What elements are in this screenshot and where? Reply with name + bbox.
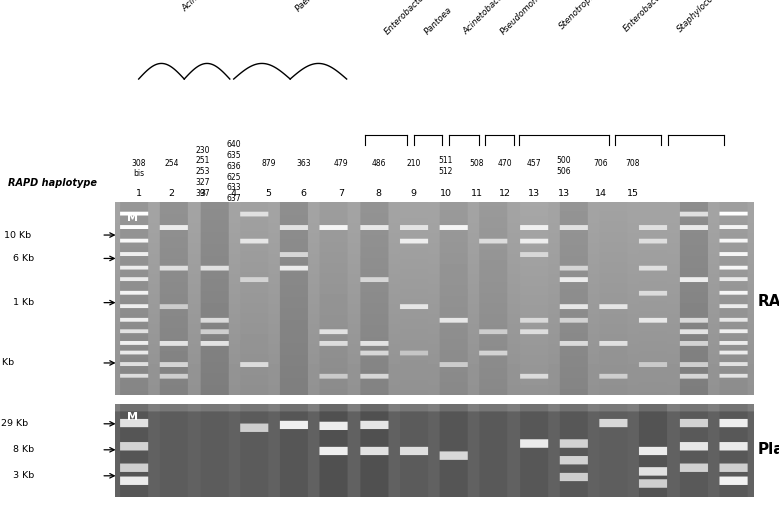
Text: 2: 2 — [168, 189, 174, 199]
Text: 10 Kb: 10 Kb — [4, 230, 31, 240]
Text: Acinetobacter: Acinetobacter — [462, 0, 510, 36]
Text: 10: 10 — [439, 189, 452, 199]
Text: Staphylococcus: Staphylococcus — [676, 0, 730, 34]
Text: 500
506: 500 506 — [557, 156, 571, 176]
Text: 15: 15 — [626, 189, 639, 199]
Text: 363: 363 — [297, 159, 311, 167]
Text: Enterobacter: Enterobacter — [622, 0, 668, 34]
Text: Acinetobacter: Acinetobacter — [181, 0, 229, 13]
Text: 7: 7 — [338, 189, 344, 199]
Text: 0.25 Kb: 0.25 Kb — [0, 358, 14, 368]
Text: 13: 13 — [527, 189, 540, 199]
Text: 308
bis: 308 bis — [132, 159, 146, 178]
Text: 11: 11 — [471, 189, 483, 199]
Text: 706: 706 — [594, 159, 608, 167]
Text: M: M — [127, 412, 138, 422]
Text: M: M — [127, 213, 138, 224]
Text: 5: 5 — [266, 189, 272, 199]
Text: 3 Kb: 3 Kb — [13, 471, 34, 480]
Text: Paenibacillus: Paenibacillus — [294, 0, 340, 13]
Text: Plasmids: Plasmids — [757, 443, 779, 457]
Text: 486: 486 — [372, 159, 386, 167]
Text: Pantoea: Pantoea — [423, 5, 454, 36]
Text: 254: 254 — [164, 159, 178, 167]
Text: RAPD haplotype: RAPD haplotype — [8, 178, 97, 188]
Text: 6: 6 — [301, 189, 307, 199]
Text: 508: 508 — [470, 159, 484, 167]
Text: 640
635
636
625
633
637: 640 635 636 625 633 637 — [227, 140, 241, 203]
Text: 3: 3 — [199, 189, 206, 199]
Text: 708: 708 — [626, 159, 640, 167]
Text: 511
512: 511 512 — [439, 156, 453, 176]
Text: Stenotrophomonas: Stenotrophomonas — [558, 0, 622, 31]
Text: Enterobacter: Enterobacter — [383, 0, 429, 36]
Text: 8 Kb: 8 Kb — [13, 445, 34, 454]
Text: 29 Kb: 29 Kb — [1, 419, 28, 428]
Text: RAPD: RAPD — [757, 294, 779, 309]
Text: 4: 4 — [231, 189, 237, 199]
Text: 470: 470 — [498, 159, 512, 167]
Text: 14: 14 — [594, 189, 607, 199]
Text: Pseudomonas: Pseudomonas — [499, 0, 548, 36]
Text: 1: 1 — [136, 189, 142, 199]
Text: 8: 8 — [375, 189, 382, 199]
Text: 210: 210 — [407, 159, 421, 167]
Text: 457: 457 — [527, 159, 541, 167]
Text: 13: 13 — [558, 189, 570, 199]
Text: 9: 9 — [411, 189, 417, 199]
Text: 230
251
253
327
397: 230 251 253 327 397 — [196, 146, 210, 198]
Text: 1 Kb: 1 Kb — [13, 298, 34, 307]
Text: 479: 479 — [334, 159, 348, 167]
Text: 12: 12 — [499, 189, 511, 199]
Text: 879: 879 — [262, 159, 276, 167]
Text: 6 Kb: 6 Kb — [13, 254, 34, 263]
